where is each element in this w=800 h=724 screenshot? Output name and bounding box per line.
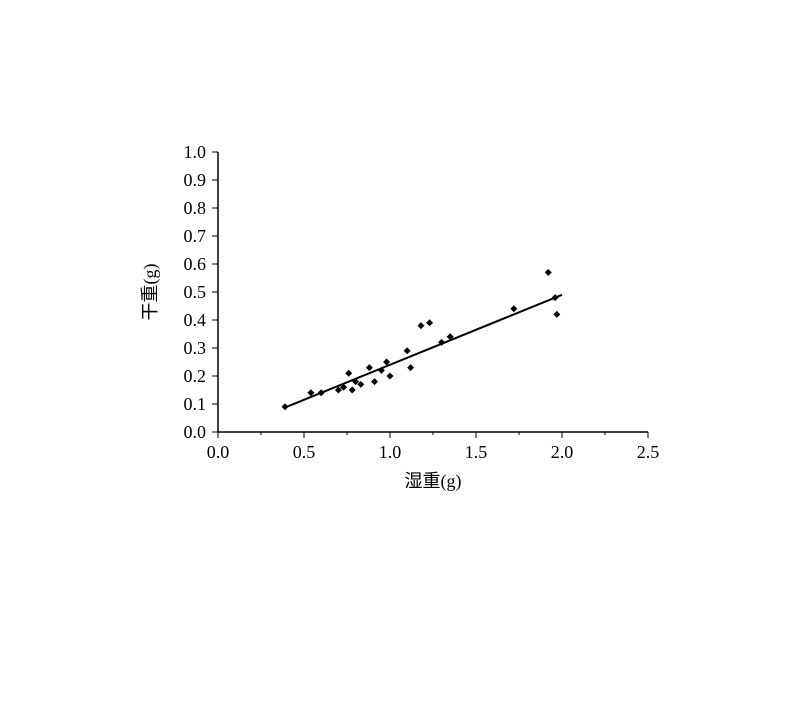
scatter-chart: 0.0 0.5 1.0 1.5 2.0 2.5 0.0 0.1 0.2 0.3 0.4 0.5 0.6 0… <box>140 140 660 540</box>
data-point <box>417 322 424 329</box>
data-point <box>318 389 325 396</box>
data-point <box>404 347 411 354</box>
y-tick-label: 0.2 <box>184 366 207 386</box>
data-point <box>345 370 352 377</box>
y-tick-label: 0.6 <box>184 254 207 274</box>
data-point <box>552 294 559 301</box>
data-point <box>553 311 560 318</box>
data-point <box>545 269 552 276</box>
data-point <box>366 364 373 371</box>
x-tick-label: 1.5 <box>465 442 488 462</box>
data-point <box>349 387 356 394</box>
y-tick-label: 0.5 <box>184 282 207 302</box>
data-point <box>407 364 414 371</box>
x-axis-label: 湿重(g) <box>405 471 462 492</box>
y-tick-label: 0.9 <box>184 170 207 190</box>
y-tick-label: 1.0 <box>184 142 207 162</box>
chart-svg: 0.0 0.5 1.0 1.5 2.0 2.5 0.0 0.1 0.2 0.3 0.4 0.5 0.6 0… <box>140 140 700 540</box>
data-point <box>510 305 517 312</box>
trendline <box>283 295 562 408</box>
x-tick-label: 1.0 <box>379 442 402 462</box>
x-tick-label: 2.0 <box>551 442 574 462</box>
data-point <box>282 403 289 410</box>
x-tick-label: 0.5 <box>293 442 316 462</box>
x-tick-label: 2.5 <box>637 442 660 462</box>
x-tick-label: 0.0 <box>207 442 230 462</box>
data-point <box>387 373 394 380</box>
y-tick-label: 0.0 <box>184 422 207 442</box>
y-tick-label: 0.7 <box>184 226 207 246</box>
data-point <box>371 378 378 385</box>
y-tick-label: 0.8 <box>184 198 207 218</box>
y-axis-label: 干重(g) <box>140 264 161 321</box>
y-tick-label: 0.3 <box>184 338 207 358</box>
data-point <box>426 319 433 326</box>
y-tick-label: 0.1 <box>184 394 207 414</box>
y-tick-label: 0.4 <box>184 310 207 330</box>
